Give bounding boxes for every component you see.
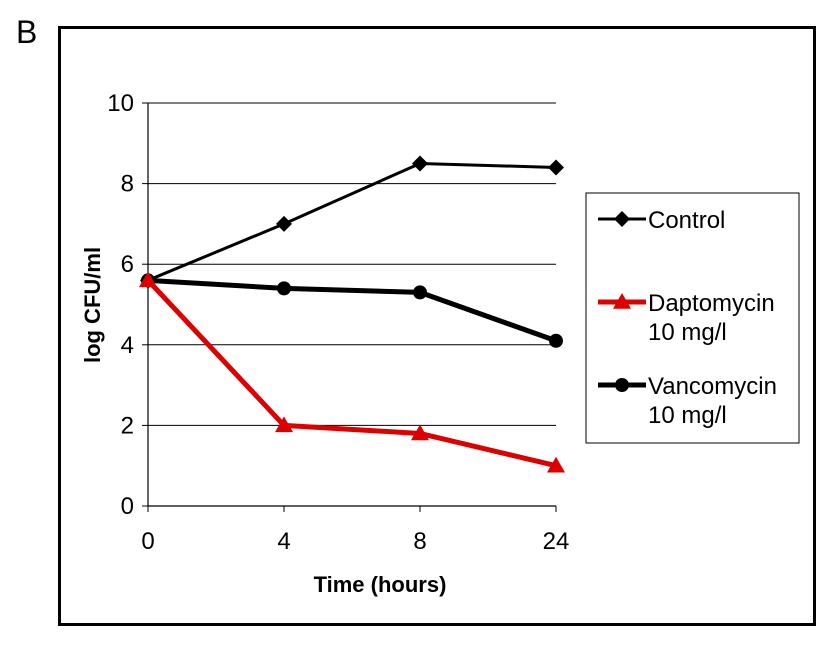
series-vancomycin: [141, 273, 563, 348]
vancomycin-point: [549, 333, 563, 348]
x-tick-label: 4: [277, 528, 290, 555]
y-tick-label: 10: [107, 90, 134, 117]
legend-label: 10 mg/l: [648, 319, 727, 346]
y-tick-label: 2: [121, 412, 134, 439]
x-tick-label: 8: [413, 528, 426, 555]
axes: [142, 102, 557, 512]
legend-label: 10 mg/l: [648, 402, 727, 429]
control-point: [276, 215, 292, 232]
x-tick-label: 0: [141, 528, 154, 555]
legend-label: Daptomycin: [648, 290, 775, 317]
vancomycin-line: [147, 277, 557, 344]
x-axis-title: Time (hours): [314, 572, 447, 597]
y-tick-label: 4: [121, 332, 134, 359]
control-point: [412, 155, 428, 172]
control-line: [147, 161, 557, 282]
legend-label: Vancomycin: [648, 373, 777, 400]
daptomycin-line: [146, 278, 557, 469]
y-axis-title: log CFU/ml: [80, 247, 105, 363]
legend-swatch-marker: [614, 211, 630, 227]
x-tick-labels: 0 4 8 24: [141, 528, 569, 555]
y-tick-label: 8: [121, 171, 134, 198]
gridlines: [148, 102, 556, 426]
daptomycin-point: [411, 424, 429, 441]
series-group: [139, 155, 565, 473]
legend-swatch-marker: [613, 293, 631, 309]
y-tick-labels: 0 2 4 6 8 10: [107, 90, 134, 520]
series-daptomycin: [139, 271, 565, 473]
x-tick-label: 24: [543, 528, 570, 555]
legend-box: [585, 192, 800, 444]
legend-label: Control: [648, 207, 725, 234]
legend-item-control: Control: [598, 207, 725, 234]
series-control: [140, 155, 564, 289]
vancomycin-point: [413, 285, 427, 300]
y-tick-label: 6: [121, 251, 134, 278]
figure-frame: [58, 26, 816, 626]
y-tick-label: 0: [121, 493, 134, 520]
daptomycin-point: [275, 416, 293, 433]
daptomycin-point: [547, 456, 565, 473]
vancomycin-point: [277, 281, 291, 296]
daptomycin-point: [139, 271, 157, 288]
panel-label: B: [16, 14, 38, 50]
control-point: [548, 159, 564, 176]
legend-swatch-marker: [615, 378, 629, 392]
